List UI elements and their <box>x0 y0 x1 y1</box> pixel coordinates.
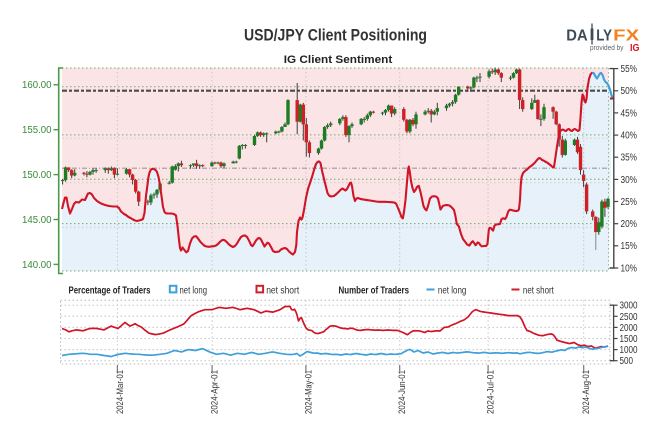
svg-text:30%: 30% <box>621 175 638 186</box>
svg-text:150.00: 150.00 <box>22 170 52 181</box>
svg-text:50%: 50% <box>621 86 638 97</box>
svg-text:IG Client Sentiment: IG Client Sentiment <box>284 54 393 66</box>
svg-text:2024-Apr-01: 2024-Apr-01 <box>210 370 220 414</box>
svg-text:145.00: 145.00 <box>22 215 52 226</box>
svg-text:140.00: 140.00 <box>22 260 52 271</box>
svg-text:LY: LY <box>596 27 612 44</box>
svg-text:2024-Aug-01: 2024-Aug-01 <box>581 370 591 414</box>
svg-text:provided by: provided by <box>590 43 624 52</box>
svg-text:2024-May-01: 2024-May-01 <box>303 370 313 414</box>
svg-text:net short: net short <box>523 286 554 297</box>
svg-text:1500: 1500 <box>620 334 638 345</box>
svg-text:155.00: 155.00 <box>22 125 52 136</box>
svg-text:10%: 10% <box>621 263 638 274</box>
svg-text:20%: 20% <box>621 219 638 230</box>
svg-text:500: 500 <box>620 356 634 367</box>
svg-text:15%: 15% <box>621 241 638 252</box>
svg-text:net short: net short <box>266 286 299 297</box>
svg-text:DA: DA <box>566 27 588 44</box>
svg-text:160.00: 160.00 <box>22 80 52 91</box>
svg-text:net long: net long <box>438 286 467 297</box>
svg-text:2024-Jul-01: 2024-Jul-01 <box>486 370 496 414</box>
svg-text:35%: 35% <box>621 153 638 164</box>
svg-text:1000: 1000 <box>620 345 638 356</box>
svg-text:55%: 55% <box>621 64 638 75</box>
svg-text:2024-Mar-01: 2024-Mar-01 <box>115 370 125 414</box>
svg-text:Percentage of Traders: Percentage of Traders <box>69 286 151 297</box>
svg-text:2500: 2500 <box>620 312 638 323</box>
svg-text:Number of Traders: Number of Traders <box>339 286 410 297</box>
svg-text:FX: FX <box>613 27 639 44</box>
svg-text:25%: 25% <box>621 197 638 208</box>
svg-text:USD/JPY Client Positioning: USD/JPY Client Positioning <box>244 27 427 45</box>
svg-text:net long: net long <box>180 286 208 297</box>
svg-text:3000: 3000 <box>620 301 638 312</box>
svg-text:45%: 45% <box>621 108 638 119</box>
svg-text:2024-Jun-01: 2024-Jun-01 <box>397 370 407 414</box>
svg-text:40%: 40% <box>621 131 638 142</box>
svg-text:IG: IG <box>630 42 640 54</box>
svg-text:2000: 2000 <box>620 323 638 334</box>
